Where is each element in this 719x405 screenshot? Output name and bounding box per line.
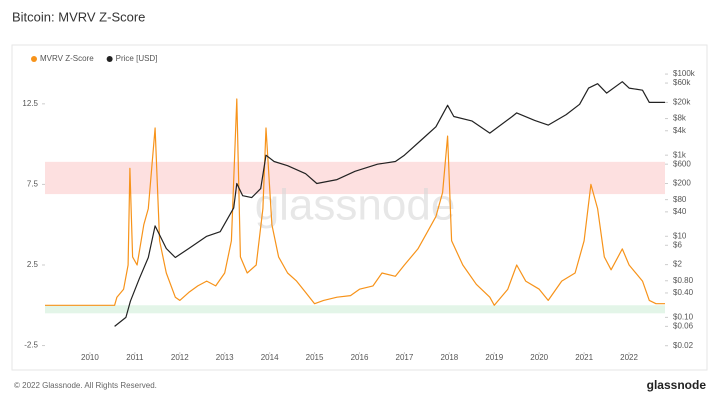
y2-tick-label: $20k bbox=[673, 98, 691, 107]
x-tick-label: 2017 bbox=[396, 353, 414, 362]
x-tick-label: 2022 bbox=[620, 353, 638, 362]
x-tick-label: 2012 bbox=[171, 353, 189, 362]
y-tick-label: 2.5 bbox=[27, 260, 39, 269]
x-tick-label: 2011 bbox=[126, 353, 144, 362]
footer: © 2022 Glassnode. All Rights Reserved. bbox=[14, 381, 157, 390]
y2-tick-label: $60k bbox=[673, 78, 691, 87]
y2-tick-label: $0.06 bbox=[673, 321, 694, 330]
y2-tick-label: $0.80 bbox=[673, 276, 694, 285]
y2-tick-label: $2 bbox=[673, 260, 682, 269]
x-tick-label: 2015 bbox=[306, 353, 324, 362]
legend-marker bbox=[31, 56, 37, 62]
y-tick-label: -2.5 bbox=[24, 341, 38, 350]
y2-tick-label: $8k bbox=[673, 114, 687, 123]
y2-tick-label: $100k bbox=[673, 69, 696, 78]
series-line bbox=[114, 81, 665, 327]
y2-tick-label: $600 bbox=[673, 159, 691, 168]
y2-tick-label: $80 bbox=[673, 195, 687, 204]
x-tick-label: 2021 bbox=[575, 353, 593, 362]
legend-label: MVRV Z-Score bbox=[40, 54, 94, 63]
y2-tick-label: $200 bbox=[673, 179, 691, 188]
y-tick-label: 7.5 bbox=[27, 180, 39, 189]
band bbox=[45, 305, 665, 314]
x-tick-label: 2019 bbox=[485, 353, 503, 362]
legend-marker bbox=[106, 56, 113, 62]
y2-tick-label: $40 bbox=[673, 207, 687, 216]
band bbox=[45, 161, 665, 195]
series-line bbox=[45, 98, 665, 306]
logo: glassnode bbox=[647, 378, 707, 392]
y2-tick-label: $0.10 bbox=[673, 312, 694, 321]
watermark: glassnode bbox=[255, 181, 456, 230]
y2-tick-label: $0.02 bbox=[673, 341, 694, 350]
y2-tick-label: $1k bbox=[673, 150, 687, 159]
x-tick-label: 2010 bbox=[81, 353, 99, 362]
panel bbox=[11, 44, 708, 371]
y-tick-label: 12.5 bbox=[22, 99, 38, 108]
y2-tick-label: $4k bbox=[673, 126, 687, 135]
x-tick-label: 2016 bbox=[351, 353, 369, 362]
x-tick-label: 2013 bbox=[216, 353, 234, 362]
x-tick-label: 2018 bbox=[440, 353, 458, 362]
x-tick-label: 2014 bbox=[261, 353, 279, 362]
y2-tick-label: $6 bbox=[673, 240, 682, 249]
y2-tick-label: $10 bbox=[673, 231, 687, 240]
x-tick-label: 2020 bbox=[530, 353, 548, 362]
legend-label: Price [USD] bbox=[116, 54, 158, 63]
chart-title: Bitcoin: MVRV Z-Score bbox=[12, 9, 145, 24]
y2-tick-label: $0.40 bbox=[673, 288, 694, 297]
